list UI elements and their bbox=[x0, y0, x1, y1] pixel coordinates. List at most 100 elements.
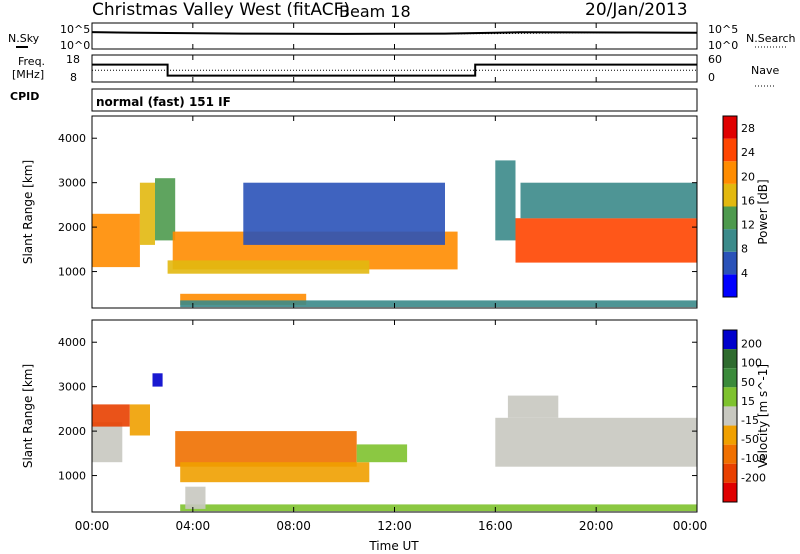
colorbar-tick-label: -50 bbox=[741, 433, 759, 446]
echo-region-6 bbox=[180, 293, 307, 305]
y-tick-label: 1000 bbox=[58, 470, 86, 483]
colorbar-swatch bbox=[723, 251, 737, 275]
freq-tick-bottom: 8 bbox=[70, 71, 77, 84]
y-tick-label: 4000 bbox=[58, 132, 86, 145]
x-tick-label: 08:00 bbox=[276, 519, 311, 533]
colorbar-swatch bbox=[723, 406, 737, 426]
x-tick-label: 00:00 bbox=[75, 519, 110, 533]
colorbar-tick-label: 15 bbox=[741, 395, 755, 408]
colorbar-tick-label: 4 bbox=[741, 267, 748, 280]
freq-label-1: Freq. bbox=[18, 55, 45, 68]
power-colorbar: 4 8 12 16 20 24 28 bbox=[722, 115, 755, 298]
nave-label: Nave bbox=[751, 64, 779, 77]
colorbar-tick-label: 12 bbox=[741, 219, 755, 232]
freq-label-2: [MHz] bbox=[12, 68, 44, 81]
echo-region-7 bbox=[180, 300, 697, 308]
echo-region-4 bbox=[167, 260, 370, 274]
velocity-colorbar-label: Velocity [m s^-1] bbox=[756, 364, 770, 468]
echo-region-8 bbox=[495, 160, 516, 241]
y-tick-label: 3000 bbox=[58, 381, 86, 394]
colorbar-tick-label: 24 bbox=[741, 146, 755, 159]
date-label: 20/Jan/2013 bbox=[585, 0, 688, 20]
colorbar-frame bbox=[722, 115, 738, 298]
power-regions bbox=[92, 160, 697, 308]
echo-region-2 bbox=[155, 178, 176, 241]
echo-region-10 bbox=[507, 395, 559, 418]
colorbar-swatch bbox=[723, 161, 737, 184]
colorbar-swatch bbox=[723, 116, 737, 139]
echo-region-5 bbox=[243, 182, 445, 245]
colorbar-tick-label: -15 bbox=[741, 414, 759, 427]
colorbar-swatch bbox=[723, 330, 737, 350]
colorbar-tick-label: -100 bbox=[741, 452, 766, 465]
echo-region-9 bbox=[515, 218, 697, 263]
x-axis-label: Time UT bbox=[368, 539, 419, 553]
echo-region-0 bbox=[92, 422, 123, 463]
station-title: Christmas Valley West (fitACF) bbox=[92, 0, 350, 20]
power-y-ticks: 1000 2000 3000 4000 bbox=[58, 132, 697, 279]
cpid-label: CPID bbox=[10, 90, 39, 103]
y-tick-label: 1000 bbox=[58, 266, 86, 279]
colorbar-swatch bbox=[723, 349, 737, 369]
colorbar-swatch bbox=[723, 425, 737, 445]
freq-panel: Freq. [MHz] 18 8 60 0 Nave bbox=[12, 53, 779, 87]
freq-line bbox=[92, 63, 697, 77]
colorbar-tick-label: 16 bbox=[741, 194, 755, 207]
power-colorbar-label: Power [dB] bbox=[756, 179, 770, 244]
x-tick-label: 12:00 bbox=[377, 519, 412, 533]
echo-region-7 bbox=[180, 504, 697, 512]
colorbar-swatch bbox=[723, 206, 737, 230]
colorbar-swatch bbox=[723, 138, 737, 162]
x-tick-label: 04:00 bbox=[176, 519, 211, 533]
echo-region-6 bbox=[356, 444, 408, 463]
noise-panel: N.Sky 10^5 10^0 10^5 10^0 N.Search bbox=[8, 22, 796, 52]
colorbar-swatch bbox=[723, 463, 737, 483]
colorbar-tick-label: 20 bbox=[741, 170, 755, 183]
cpid-frame bbox=[91, 88, 698, 112]
noise-right-tick-bottom: 10^0 bbox=[708, 39, 738, 52]
colorbar-swatch bbox=[723, 444, 737, 464]
colorbar-swatch bbox=[723, 482, 737, 502]
velocity-regions bbox=[92, 373, 697, 512]
colorbar-swatch bbox=[723, 229, 737, 252]
echo-region-10 bbox=[520, 182, 697, 219]
echo-region-8 bbox=[185, 486, 206, 509]
colorbar-frame bbox=[722, 329, 738, 503]
beam-label: Beam 18 bbox=[339, 2, 411, 21]
velocity-panel-frame bbox=[91, 319, 698, 513]
echo-region-5 bbox=[180, 462, 370, 483]
colorbar-swatch bbox=[723, 183, 737, 207]
colorbar-tick-label: 28 bbox=[741, 122, 755, 135]
y-tick-label: 2000 bbox=[58, 425, 86, 438]
echo-region-2 bbox=[129, 404, 150, 436]
velocity-y-ticks: 1000 2000 3000 4000 bbox=[58, 336, 697, 483]
colorbar-tick-label: 200 bbox=[741, 338, 762, 351]
velocity-colorbar: 200 100 50 15 -15 -50 -100 -200 bbox=[722, 329, 766, 503]
x-axis-ticks: 00:00 04:00 08:00 12:00 16:00 20:00 00:00 bbox=[75, 23, 708, 533]
y-tick-label: 4000 bbox=[58, 336, 86, 349]
y-tick-label: 2000 bbox=[58, 221, 86, 234]
noise-right-tick-top: 10^5 bbox=[708, 23, 738, 36]
colorbar-swatch bbox=[723, 274, 737, 297]
x-tick-label: 20:00 bbox=[579, 519, 614, 533]
echo-region-1 bbox=[92, 404, 130, 427]
colorbar-tick-label: 50 bbox=[741, 376, 755, 389]
colorbar-tick-label: 8 bbox=[741, 243, 748, 256]
velocity-y-axis-label: Slant Range [km] bbox=[21, 364, 35, 468]
nsearch-line bbox=[91, 31, 698, 35]
nave-tick-bottom: 0 bbox=[708, 71, 715, 84]
colorbar-tick-label: 100 bbox=[741, 357, 762, 370]
nsky-label: N.Sky bbox=[8, 32, 40, 45]
echo-region-1 bbox=[139, 182, 155, 245]
echo-region-0 bbox=[92, 213, 140, 268]
nave-tick-top: 60 bbox=[708, 53, 722, 66]
velocity-panel: 1000 2000 3000 4000 Slant Range [km] 200 100… bbox=[21, 319, 770, 513]
x-tick-label: 00:00 bbox=[673, 519, 708, 533]
colorbar-tick-label: -200 bbox=[741, 471, 766, 484]
colorbar-swatch bbox=[723, 368, 737, 388]
freq-tick-top: 18 bbox=[66, 53, 80, 66]
power-panel: 1000 2000 3000 4000 Slant Range [km] 4 8 12 16… bbox=[21, 115, 770, 309]
echo-region-3 bbox=[152, 373, 163, 387]
power-y-axis-label: Slant Range [km] bbox=[21, 160, 35, 264]
